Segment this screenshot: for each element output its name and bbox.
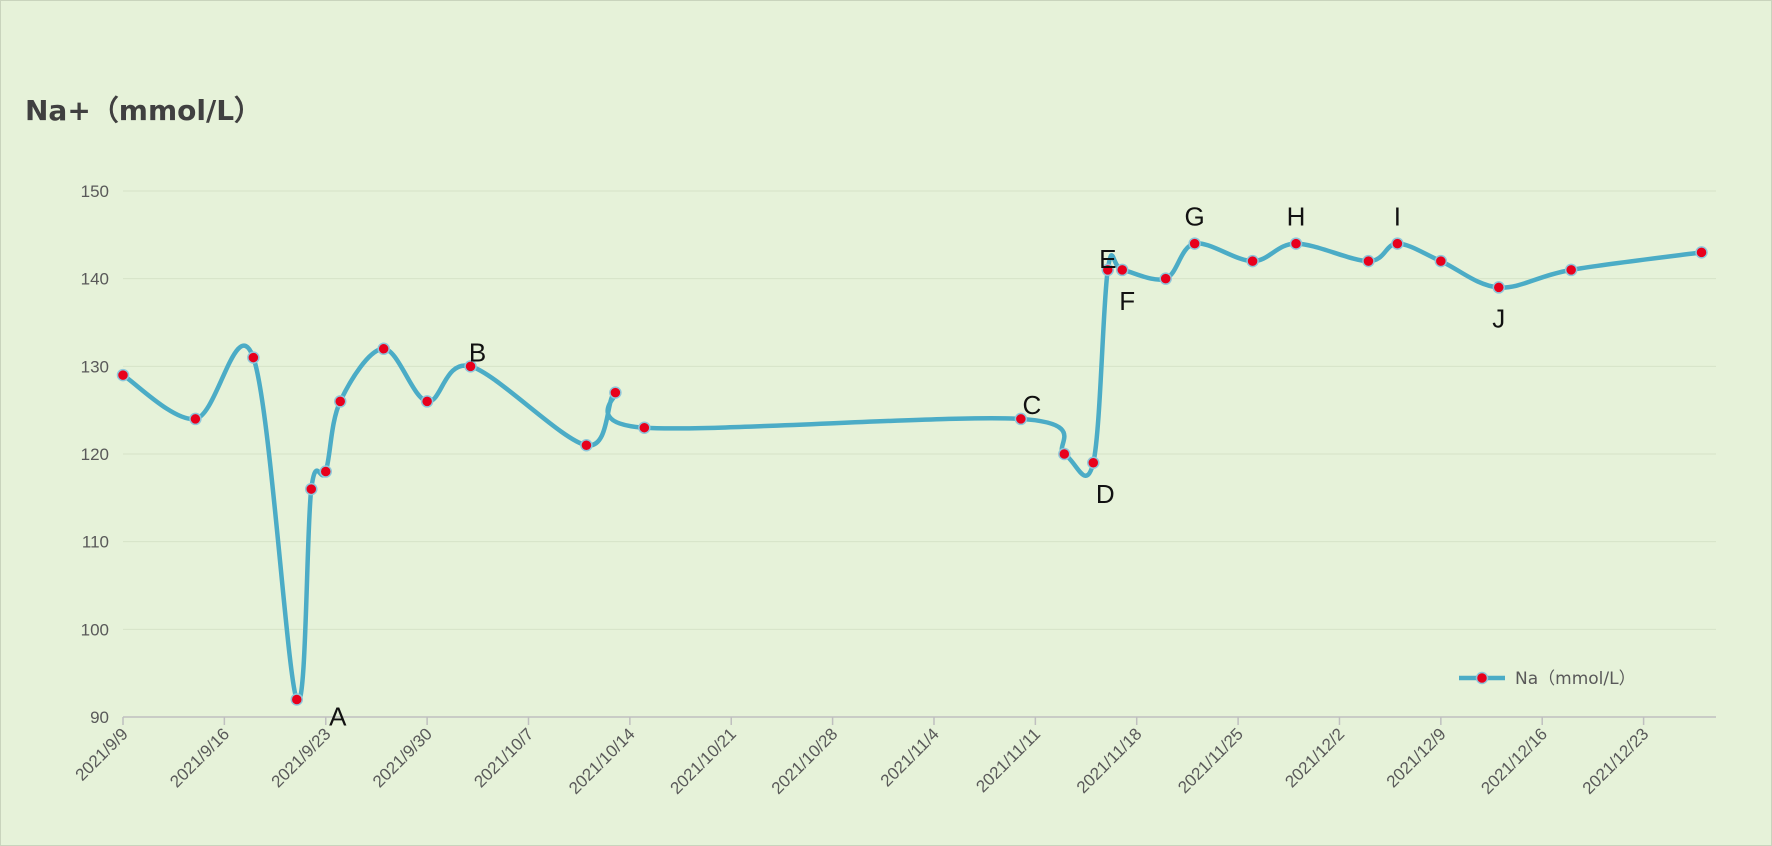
y-tick-label: 100: [81, 620, 109, 639]
data-point: [1246, 254, 1259, 268]
annotation-label: J: [1492, 303, 1505, 333]
x-tick-label: 2021/10/7: [470, 724, 537, 791]
x-tick-label: 2021/9/9: [72, 724, 132, 784]
y-tick-label: 140: [81, 270, 109, 289]
x-tick-label: 2021/12/2: [1281, 724, 1348, 791]
legend-swatch-marker: [1475, 671, 1489, 685]
legend-label: Na（mmol/L）: [1515, 669, 1636, 689]
x-tick-label: 2021/9/30: [369, 724, 436, 791]
data-point: [247, 351, 260, 364]
data-point: [580, 438, 593, 452]
axis-layer: 90 100 110 120 130 140 150 2021/9/9 2021/9/16 202…: [72, 182, 1716, 798]
series-layer: [120, 241, 1704, 704]
data-point: [1289, 237, 1303, 250]
grid-layer: [123, 190, 1716, 630]
annotation-label: E: [1099, 244, 1116, 274]
annotation-label: C: [1022, 390, 1041, 420]
x-tick-label: 2021/12/23: [1579, 724, 1653, 798]
chart-title: Na+（mmol/L）: [25, 94, 263, 127]
data-point: [305, 482, 318, 496]
data-point: [1492, 281, 1506, 294]
annotation-label: I: [1394, 202, 1401, 232]
y-tick-label: 120: [81, 445, 109, 464]
legend-layer: Na（mmol/L）: [1459, 669, 1636, 689]
data-point: [189, 412, 202, 426]
data-point: [1115, 263, 1129, 277]
data-point: [319, 465, 332, 478]
x-tick-label: 2021/10/28: [768, 724, 842, 798]
data-point: [1159, 272, 1172, 285]
x-tick-label: 2021/11/11: [972, 724, 1044, 796]
x-tick-label: 2021/12/9: [1383, 724, 1450, 791]
data-point: [1058, 447, 1071, 461]
annotation-label: A: [329, 701, 347, 731]
data-point: [1087, 456, 1100, 470]
data-point: [1014, 412, 1028, 426]
data-point: [1362, 254, 1375, 268]
data-point: [1391, 237, 1404, 250]
annotation-label: F: [1119, 286, 1135, 316]
annotation-label: H: [1287, 202, 1306, 232]
x-tick-label: 2021/12/16: [1477, 724, 1551, 798]
y-tick-label: 110: [82, 533, 109, 552]
data-point: [1188, 237, 1201, 250]
data-point: [1564, 263, 1578, 277]
data-point: [1434, 254, 1448, 268]
data-point: [609, 386, 622, 399]
data-point: [377, 342, 390, 356]
data-point: [333, 395, 347, 408]
data-point: [1101, 263, 1115, 277]
x-tick-label: 2021/11/4: [877, 724, 943, 790]
data-point: [290, 693, 304, 706]
data-point: [1695, 246, 1708, 259]
x-tick-label: 2021/10/21: [666, 724, 740, 798]
y-tick-label: 130: [81, 357, 109, 376]
x-tick-label: 2021/11/25: [1174, 724, 1247, 797]
annotation-label: D: [1096, 479, 1115, 509]
data-point: [464, 360, 477, 373]
x-tick-label: 2021/9/16: [166, 724, 233, 791]
x-tick-label: 2021/10/14: [565, 724, 639, 798]
y-tick-label: 150: [81, 182, 109, 201]
annotation-label: G: [1185, 202, 1205, 232]
data-point: [116, 368, 130, 382]
marker-layer: [116, 237, 1708, 706]
data-point: [420, 395, 434, 408]
series-line: [120, 241, 1704, 704]
annotation-layer: A B C D EF G H I J: [329, 202, 1505, 732]
x-tick-label: 2021/11/18: [1073, 724, 1146, 797]
x-tick-label: 2021/9/23: [268, 724, 335, 791]
y-tick-label: 90: [90, 708, 109, 727]
data-point: [638, 421, 651, 434]
annotation-label: B: [469, 337, 486, 367]
